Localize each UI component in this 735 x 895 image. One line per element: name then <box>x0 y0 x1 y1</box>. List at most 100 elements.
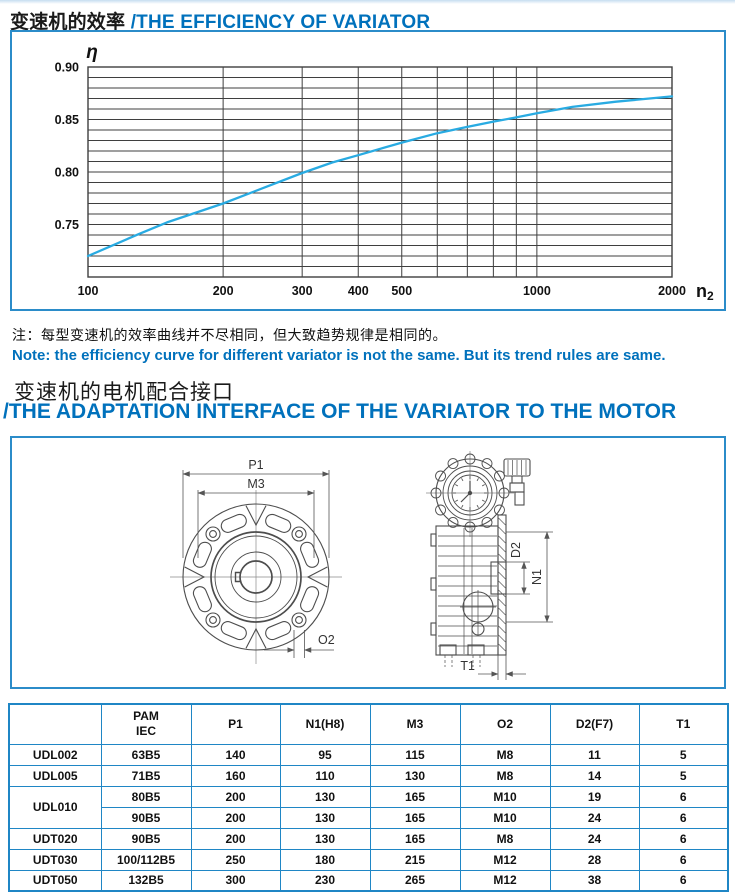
cell-model: UDT050 <box>8 869 102 892</box>
keyway-notch <box>234 571 242 583</box>
spigot-inner-circle <box>214 535 298 619</box>
bore-circle <box>239 560 273 594</box>
cell-value: M12 <box>459 848 551 871</box>
cell-value: M8 <box>459 764 551 787</box>
cell-pam-iec: 80B5 <box>100 785 192 808</box>
cell-value: 5 <box>638 764 729 787</box>
cell-value: 300 <box>190 869 281 892</box>
cell-value: 14 <box>549 764 640 787</box>
dim-label-n1: N1 <box>530 569 544 585</box>
cell-value: 250 <box>190 848 281 871</box>
adaptation-spec-table: PAM IEC P1 N1(H8) M3 O2 D2(F7) T1 UDL002… <box>8 703 729 892</box>
adaptation-title-english: /THE ADAPTATION INTERFACE OF THE VARIATO… <box>3 400 677 423</box>
dim-label-t1: T1 <box>460 659 475 673</box>
efficiency-chart-box: 0.90 0.85 0.80 0.75 100 200 300 400 500 1000 2000 η… <box>10 30 726 311</box>
cell-model: UDL002 <box>8 743 102 766</box>
cooling-ribs <box>438 535 497 647</box>
side-dimensions <box>478 531 553 680</box>
flange-outer-circle <box>182 503 330 651</box>
chart-gridlines <box>87 66 673 278</box>
cell-value: 6 <box>638 806 729 829</box>
cell-model: UDT030 <box>8 848 102 871</box>
cell-value: 19 <box>549 785 640 808</box>
cell-value: 130 <box>369 764 461 787</box>
cell-pam-iec: 132B5 <box>100 869 192 892</box>
cell-value: 5 <box>638 743 729 766</box>
cell-value: 230 <box>279 869 371 892</box>
cell-value: 200 <box>190 785 281 808</box>
bolt-holes <box>205 526 307 628</box>
dim-label-p1: P1 <box>248 458 263 472</box>
flange-technical-drawing: P1 M3 O2 <box>170 451 553 680</box>
cell-value: 6 <box>638 827 729 850</box>
y-axis-tick-labels: 0.90 0.85 0.80 0.75 <box>55 61 79 233</box>
efficiency-title-english: /THE EFFICIENCY OF VARIATOR <box>130 12 431 33</box>
cell-value: 24 <box>549 806 640 829</box>
x-tick-label: 300 <box>292 284 313 298</box>
table-row: 90B5 200 130 165 M10 24 6 <box>9 806 729 829</box>
chart-plot-border <box>87 66 673 278</box>
flange-slots <box>184 505 328 649</box>
cell-value: 24 <box>549 827 640 850</box>
header-o2: O2 <box>459 703 551 745</box>
adaptation-title-chinese: 变速机的电机配合接口 <box>14 381 234 404</box>
table-row: UDL010 80B5 200 130 165 M10 19 6 <box>8 785 729 829</box>
cell-value: 160 <box>190 764 281 787</box>
cell-value: M10 <box>459 806 551 829</box>
x-tick-label: 200 <box>213 284 234 298</box>
x-axis-tick-labels: 100 200 300 400 500 1000 2000 <box>78 284 686 298</box>
cell-value: 180 <box>279 848 371 871</box>
dial-face-outer <box>447 470 493 516</box>
cell-value: 215 <box>369 848 461 871</box>
table-header-row: PAM IEC P1 N1(H8) M3 O2 D2(F7) T1 <box>8 703 729 745</box>
cell-value: M8 <box>459 743 551 766</box>
cell-value: 165 <box>369 827 461 850</box>
cell-value: 115 <box>369 743 461 766</box>
cell-value: M12 <box>459 869 551 892</box>
spigot-boss <box>490 561 507 595</box>
cell-model: UDL005 <box>8 764 102 787</box>
y-tick-label: 0.80 <box>55 166 79 180</box>
drain-plug <box>471 622 485 636</box>
cell-model: UDL010 <box>8 785 102 829</box>
dial-face <box>451 474 489 512</box>
y-tick-label: 0.90 <box>55 61 79 75</box>
x-tick-label: 1000 <box>523 284 551 298</box>
cell-value: 38 <box>549 869 640 892</box>
dial-ticks <box>453 476 487 510</box>
cell-value: M10 <box>459 785 551 808</box>
cell-value: 6 <box>638 848 729 871</box>
cell-value: 11 <box>549 743 640 766</box>
y-tick-label: 0.75 <box>55 218 79 232</box>
cell-value: 95 <box>279 743 371 766</box>
cell-value: 165 <box>369 806 461 829</box>
efficiency-section-title: 变速机的效率 /THE EFFICIENCY OF VARIATOR <box>10 7 430 34</box>
efficiency-title-chinese: 变速机的效率 <box>10 12 126 33</box>
x-tick-label: 100 <box>78 284 99 298</box>
header-t1: T1 <box>638 703 729 745</box>
hub-circle <box>230 551 282 603</box>
cell-value: M8 <box>459 827 551 850</box>
cell-pam-iec: 100/112B5 <box>100 848 192 871</box>
cell-value: 130 <box>279 827 371 850</box>
table-row: UDL002 63B5 140 95 115 M8 11 5 <box>8 743 729 766</box>
table-row: UDL005 71B5 160 110 130 M8 14 5 <box>8 764 729 787</box>
cell-value: 6 <box>638 785 729 808</box>
header-pam: PAM <box>133 709 159 724</box>
page-top-strip <box>0 0 735 4</box>
dim-label-o2: O2 <box>318 633 335 647</box>
cell-value: 28 <box>549 848 640 871</box>
x-tick-label: 400 <box>348 284 369 298</box>
mounting-feet <box>439 644 485 667</box>
header-pam-iec: PAM IEC <box>100 703 192 745</box>
dim-label-d2: D2 <box>509 542 523 558</box>
spigot-circle <box>210 531 302 623</box>
y-axis-symbol-eta: η <box>86 42 98 63</box>
header-iec: IEC <box>135 724 156 739</box>
cell-value: 200 <box>190 806 281 829</box>
cell-pam-iec: 90B5 <box>100 806 192 829</box>
header-model <box>8 703 102 745</box>
cell-value: 140 <box>190 743 281 766</box>
cell-value: 130 <box>279 785 371 808</box>
